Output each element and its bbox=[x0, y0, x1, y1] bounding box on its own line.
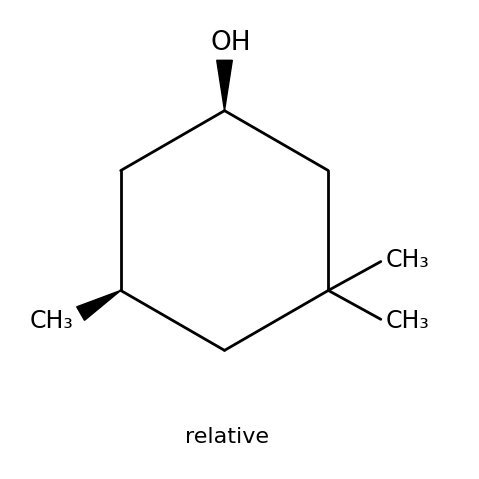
Text: CH₃: CH₃ bbox=[30, 309, 73, 333]
Text: CH₃: CH₃ bbox=[386, 248, 430, 273]
Polygon shape bbox=[217, 60, 232, 111]
Polygon shape bbox=[77, 290, 121, 320]
Text: CH₃: CH₃ bbox=[386, 308, 430, 332]
Text: OH: OH bbox=[210, 30, 251, 56]
Text: relative: relative bbox=[185, 427, 269, 447]
